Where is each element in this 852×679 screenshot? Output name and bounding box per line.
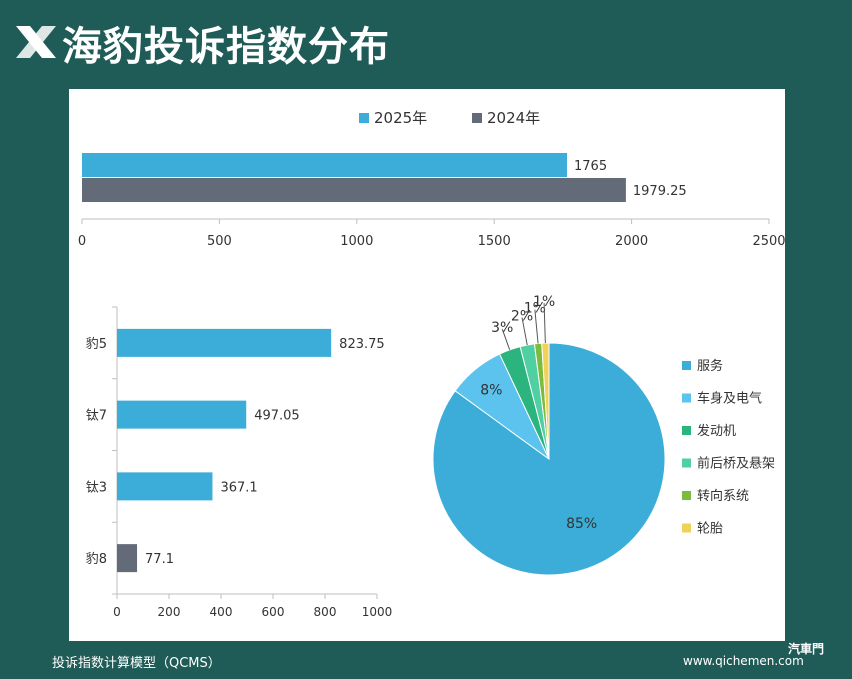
pie-label-0: 85% — [566, 516, 597, 532]
top-bar-1 — [82, 178, 626, 202]
top-bar-label-1: 1979.25 — [633, 184, 687, 199]
pie-legend-swatch-3 — [682, 458, 691, 468]
model-bar-label-2: 367.1 — [220, 480, 257, 495]
pie-legend-label-3: 前后桥及悬架 — [697, 456, 775, 472]
model-category-2: 钛3 — [86, 480, 107, 495]
pie-leader-5 — [543, 303, 546, 344]
pie-legend-label-0: 服务 — [697, 358, 723, 374]
model-category-0: 豹5 — [86, 337, 107, 352]
left-x-tick-label: 200 — [158, 605, 181, 619]
left-x-tick-label: 1000 — [362, 605, 393, 619]
footer-site: www.qichemen.com — [683, 654, 804, 668]
pie-label-5: 1% — [533, 294, 555, 310]
footer-model: 投诉指数计算模型（QCMS） — [52, 656, 221, 671]
pie-leader-2 — [501, 328, 511, 351]
pie-legend-label-5: 轮胎 — [697, 522, 723, 537]
page-title: 海豹投诉指数分布 — [62, 24, 390, 70]
brand-logo — [16, 26, 56, 58]
pie-legend-label-2: 发动机 — [697, 423, 736, 439]
model-bar-2 — [117, 472, 213, 501]
top-x-tick-label: 2500 — [752, 234, 785, 249]
model-bar-label-3: 77.1 — [145, 552, 174, 567]
model-bar-3 — [117, 544, 138, 573]
model-bar-1 — [117, 400, 247, 429]
pie-legend-swatch-4 — [682, 491, 691, 500]
left-x-tick-label: 600 — [262, 605, 285, 619]
model-category-1: 钛7 — [86, 409, 107, 424]
model-category-3: 豹8 — [86, 552, 107, 567]
pie-label-3: 2% — [511, 309, 533, 325]
pie-leader-3 — [521, 317, 528, 346]
top-x-tick-label: 500 — [207, 234, 232, 249]
pie-label-1: 8% — [480, 382, 502, 398]
top-x-tick-label: 1000 — [340, 234, 373, 249]
top-bar-label-0: 1765 — [574, 159, 607, 174]
top-x-tick-label: 2000 — [615, 234, 648, 249]
pie-slice-5 — [541, 342, 550, 460]
watermark: 汽車門 — [788, 642, 825, 656]
chart-panel: 2025年 2024年 0 500 1000 1500 2000 2500 1765 1979.2… — [69, 89, 786, 641]
model-bar-label-0: 823.75 — [339, 337, 385, 352]
model-bar-0 — [117, 328, 332, 357]
legend-swatch-1 — [472, 113, 482, 123]
pie-label-2: 3% — [491, 320, 513, 336]
pie-legend-label-4: 转向系统 — [697, 488, 749, 504]
left-x-tick-label: 400 — [210, 605, 233, 619]
model-bar-label-1: 497.05 — [254, 409, 300, 424]
pie-legend-label-1: 车身及电气 — [697, 391, 762, 407]
top-x-tick-label: 0 — [78, 234, 86, 249]
left-x-tick-label: 800 — [314, 605, 337, 619]
pie-legend-swatch-2 — [682, 426, 691, 435]
top-x-tick-label: 1500 — [478, 234, 511, 249]
legend-label-0: 2025年 — [374, 109, 427, 127]
pie-label-4: 1% — [524, 301, 546, 317]
top-bar-0 — [82, 153, 568, 177]
pie-legend-swatch-1 — [682, 393, 691, 403]
left-x-tick-label: 0 — [113, 605, 121, 619]
legend-swatch-0 — [359, 113, 369, 123]
pie-legend-swatch-0 — [682, 361, 691, 370]
legend-label-1: 2024年 — [487, 109, 540, 127]
pie-legend-swatch-5 — [682, 523, 691, 533]
pie-leader-4 — [534, 309, 539, 344]
